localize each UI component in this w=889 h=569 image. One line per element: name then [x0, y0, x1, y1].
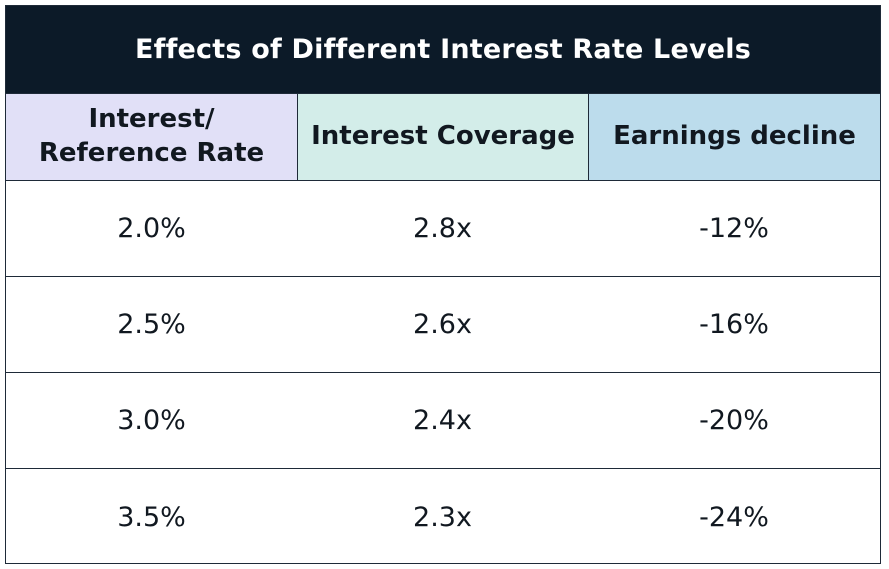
header-interest-rate-label: Interest/ Reference Rate — [38, 104, 265, 168]
cell-earnings: -24% — [699, 501, 769, 533]
header-interest-rate: Interest/ Reference Rate — [6, 94, 297, 180]
cell-coverage: 2.3x — [413, 501, 472, 533]
cell-rate: 3.0% — [117, 405, 186, 436]
header-interest-coverage-label: Interest Coverage — [311, 121, 575, 152]
table-row: 2.0% 2.8x -12% — [6, 181, 880, 277]
table-body: 2.0% 2.8x -12% 2.5% 2.6x -16% 3.0% 2.4x … — [6, 181, 880, 565]
cell-earnings: -16% — [699, 309, 769, 340]
cell-earnings: -20% — [699, 405, 769, 436]
cell-coverage: 2.8x — [413, 213, 472, 244]
cell-earnings: -12% — [699, 213, 769, 244]
header-row: Interest/ Reference Rate Interest Covera… — [6, 93, 880, 181]
table-row: 2.5% 2.6x -16% — [6, 277, 880, 373]
cell-rate: 2.5% — [117, 309, 186, 340]
header-earnings-decline: Earnings decline — [588, 94, 880, 180]
table-frame: Effects of Different Interest Rate Level… — [5, 5, 881, 564]
cell-rate: 2.0% — [117, 213, 186, 244]
table-row: 3.0% 2.4x -20% — [6, 373, 880, 469]
cell-rate: 3.5% — [117, 501, 186, 533]
header-earnings-decline-label: Earnings decline — [613, 121, 856, 152]
header-interest-coverage: Interest Coverage — [297, 94, 588, 180]
table-title: Effects of Different Interest Rate Level… — [6, 6, 880, 93]
cell-coverage: 2.6x — [413, 309, 472, 340]
table-row: 3.5% 2.3x -24% — [6, 469, 880, 565]
cell-coverage: 2.4x — [413, 405, 472, 436]
